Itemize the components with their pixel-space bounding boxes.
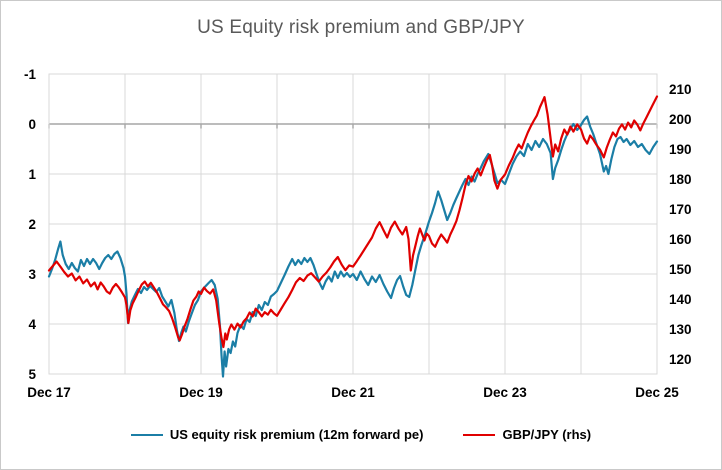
left-axis-tick-label: 5 bbox=[28, 367, 36, 382]
plot-border bbox=[48, 73, 658, 375]
right-axis-tick-label: 160 bbox=[669, 232, 692, 247]
gbpjpy-line-swatch bbox=[463, 433, 496, 436]
right-axis-tick-label: 140 bbox=[669, 292, 692, 307]
right-axis-tick-label: 130 bbox=[669, 322, 692, 337]
left-axis-tick-label: 3 bbox=[28, 267, 36, 282]
x-axis-tick-label: Dec 17 bbox=[27, 385, 71, 400]
right-axis-tick-label: 170 bbox=[669, 202, 692, 217]
left-axis-tick-label: 0 bbox=[28, 117, 36, 132]
x-axis-tick-label: Dec 25 bbox=[635, 385, 679, 400]
right-axis-tick-label: 150 bbox=[669, 262, 692, 277]
gbpjpy-line-series bbox=[47, 95, 659, 349]
x-axis-tick-label: Dec 21 bbox=[331, 385, 375, 400]
chart-title: US Equity risk premium and GBP/JPY bbox=[197, 17, 525, 38]
erp-line-swatch bbox=[130, 433, 163, 436]
right-axis-tick-label: 120 bbox=[669, 352, 692, 367]
right-axis-tick-label: 190 bbox=[669, 142, 692, 157]
right-axis-tick-label: 200 bbox=[669, 112, 692, 127]
left-axis-tick-label: 4 bbox=[28, 317, 36, 332]
left-axis-tick-label: -1 bbox=[24, 67, 36, 82]
erp-legend-label: US equity risk premium (12m forward pe) bbox=[169, 427, 424, 442]
right-axis-tick-label: 180 bbox=[669, 172, 692, 187]
legend-item-gbpjpy: GBP/JPY (rhs) bbox=[463, 427, 591, 442]
chart-legend: US equity risk premium (12m forward pe) … bbox=[1, 427, 721, 442]
legend-item-erp: US equity risk premium (12m forward pe) bbox=[130, 427, 424, 442]
left-axis-tick-label: 2 bbox=[28, 217, 36, 232]
erp-line-series bbox=[47, 115, 659, 378]
left-axis-tick-label: 1 bbox=[28, 167, 36, 182]
x-axis-tick-label: Dec 19 bbox=[179, 385, 223, 400]
x-axis-tick-label: Dec 23 bbox=[483, 385, 527, 400]
gbpjpy-legend-label: GBP/JPY (rhs) bbox=[502, 427, 592, 442]
right-axis-tick-label: 210 bbox=[669, 82, 692, 97]
